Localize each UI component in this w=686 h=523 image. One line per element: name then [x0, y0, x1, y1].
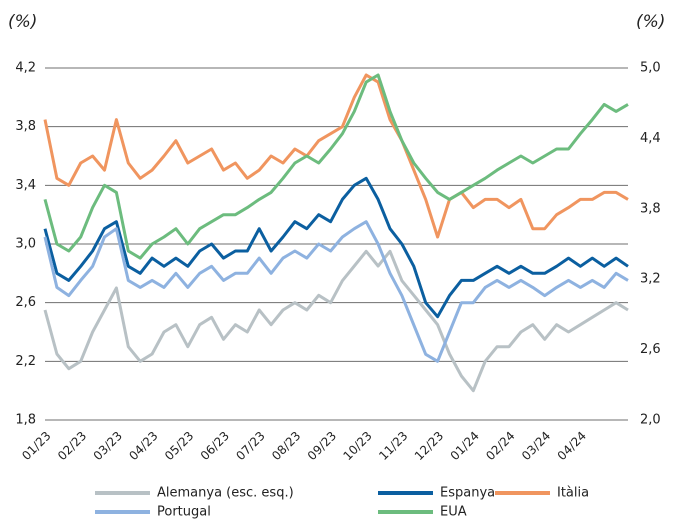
- x-tick-label: 04/24: [555, 429, 589, 463]
- legend-label: Portugal: [157, 505, 211, 520]
- x-tick-label: 03/24: [519, 429, 553, 463]
- x-tick-label: 02/24: [483, 429, 517, 463]
- y2-tick-label: 3,2: [640, 272, 661, 287]
- y2-tick-label: 2,6: [640, 342, 661, 357]
- x-tick-label: 01/23: [19, 429, 53, 463]
- x-tick-label: 11/23: [376, 429, 410, 463]
- y-unit-left: (%): [8, 12, 37, 32]
- legend-label: EUA: [440, 505, 467, 520]
- x-tick-label: 06/23: [198, 429, 232, 463]
- y2-tick-label: 3,8: [640, 201, 661, 216]
- x-tick-label: 08/23: [269, 429, 303, 463]
- x-tick-label: 01/24: [448, 429, 482, 463]
- x-tick-label: 09/23: [305, 429, 339, 463]
- y-tick-label: 3,8: [15, 119, 36, 134]
- x-tick-label: 03/23: [91, 429, 125, 463]
- series-line: [43, 220, 629, 363]
- y2-tick-label: 5,0: [640, 61, 661, 76]
- y-tick-label: 1,8: [15, 413, 36, 428]
- y-tick-label: 2,2: [15, 354, 36, 369]
- x-tick-label: 07/23: [233, 429, 267, 463]
- series-line: [43, 73, 629, 239]
- legend-label: Espanya: [440, 486, 495, 501]
- x-tick-label: 05/23: [162, 429, 196, 463]
- x-tick-label: 10/23: [340, 429, 374, 463]
- y-tick-label: 3,0: [15, 237, 36, 252]
- legend-label: Alemanya (esc. esq.): [157, 486, 294, 501]
- series-line: [43, 176, 629, 319]
- x-tick-label: 04/23: [126, 429, 160, 463]
- x-tick-label: 02/23: [55, 429, 89, 463]
- y-tick-label: 4,2: [15, 61, 36, 76]
- y2-tick-label: 2,0: [640, 413, 661, 428]
- y2-tick-label: 4,4: [640, 131, 661, 146]
- y-tick-label: 2,6: [15, 295, 36, 310]
- series-line: [43, 249, 629, 393]
- y-unit-right: (%): [636, 12, 665, 32]
- series-line: [43, 73, 629, 260]
- y-tick-label: 3,4: [15, 178, 36, 193]
- legend-label: Itàlia: [557, 486, 589, 501]
- x-tick-label: 12/23: [412, 429, 446, 463]
